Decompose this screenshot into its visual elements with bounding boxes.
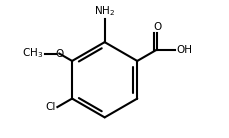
Text: NH$_2$: NH$_2$ — [94, 4, 115, 18]
Text: O: O — [152, 22, 161, 32]
Text: Cl: Cl — [46, 102, 56, 112]
Text: O: O — [55, 49, 63, 59]
Text: CH$_3$: CH$_3$ — [22, 47, 44, 60]
Text: OH: OH — [175, 45, 191, 55]
